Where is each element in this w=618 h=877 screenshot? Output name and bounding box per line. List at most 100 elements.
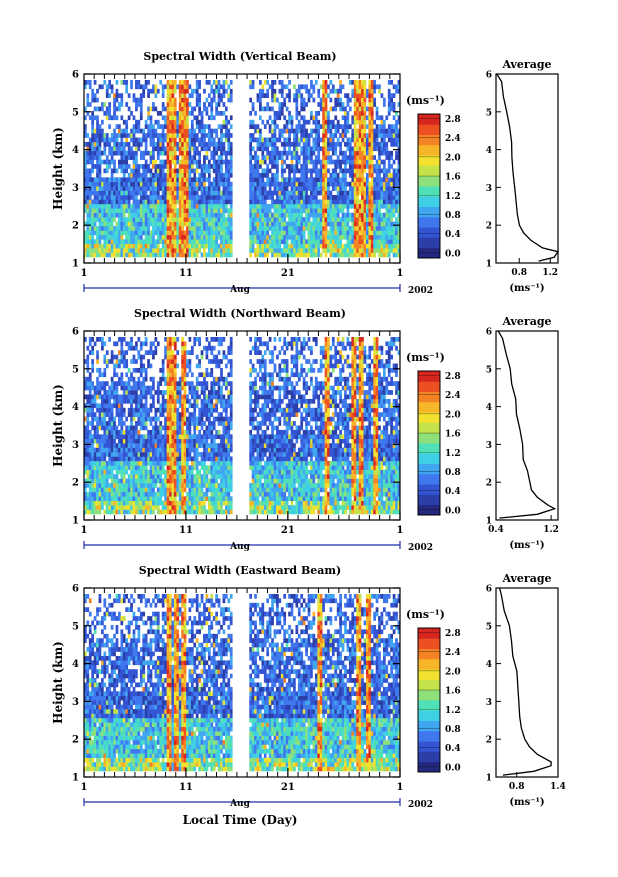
heatmap-cell bbox=[144, 478, 148, 484]
heatmap-cell bbox=[368, 168, 372, 174]
heatmap-cell bbox=[149, 208, 153, 214]
heatmap-cell bbox=[290, 150, 294, 156]
heatmap-cell bbox=[113, 381, 116, 386]
heatmap-cell bbox=[91, 434, 95, 440]
heatmap-cell bbox=[334, 141, 338, 147]
heatmap-cell bbox=[207, 115, 211, 121]
heatmap-cell bbox=[363, 115, 367, 121]
heatmap-cell bbox=[361, 243, 364, 249]
heatmap-cell bbox=[224, 150, 228, 156]
heatmap-cell bbox=[139, 345, 143, 351]
heatmap-cell bbox=[113, 208, 116, 214]
heatmap-cell bbox=[373, 102, 376, 107]
heatmap-cell bbox=[164, 195, 167, 200]
heatmap-cell bbox=[154, 141, 158, 147]
heatmap-cell bbox=[220, 195, 223, 200]
heatmap-cell bbox=[96, 500, 99, 506]
heatmap-cell bbox=[98, 394, 102, 400]
heatmap-cell bbox=[115, 354, 119, 360]
heatmap-cell bbox=[115, 221, 119, 227]
heatmap-cell bbox=[118, 239, 121, 245]
heatmap-cell bbox=[84, 190, 87, 196]
heatmap-cell bbox=[125, 133, 129, 138]
heatmap-cell bbox=[280, 181, 284, 187]
heatmap-cell bbox=[188, 93, 192, 98]
heatmap-cell bbox=[98, 168, 102, 174]
heatmap-cell bbox=[341, 230, 345, 236]
heatmap-cell bbox=[198, 155, 201, 160]
heatmap-cell bbox=[263, 199, 267, 205]
heatmap-cell bbox=[125, 452, 129, 457]
heatmap-cell bbox=[382, 141, 386, 147]
average-frame bbox=[495, 73, 559, 264]
heatmap-cell bbox=[86, 354, 90, 360]
heatmap-cell bbox=[229, 172, 233, 178]
heatmap-cell bbox=[249, 168, 253, 174]
heatmap-cell bbox=[324, 252, 328, 258]
heatmap-cell bbox=[210, 195, 214, 200]
heatmap-cell bbox=[217, 221, 221, 227]
heatmap-cell bbox=[96, 381, 99, 386]
colorbar-frame bbox=[417, 113, 441, 259]
heatmap-cell bbox=[108, 141, 112, 147]
heatmap-cell bbox=[373, 195, 376, 200]
heatmap-cell bbox=[159, 177, 163, 183]
heatmap-cell bbox=[280, 199, 284, 205]
heatmap-cell bbox=[149, 221, 153, 227]
heatmap-cell bbox=[198, 119, 201, 125]
heatmap-cell bbox=[324, 141, 328, 147]
heatmap-cell bbox=[93, 438, 97, 444]
heatmap-cell bbox=[368, 124, 372, 129]
heatmap-cell bbox=[336, 164, 340, 169]
heatmap-cell bbox=[276, 208, 279, 214]
heatmap-cell bbox=[120, 412, 124, 417]
heatmap-cell bbox=[144, 243, 148, 249]
heatmap-cell bbox=[266, 155, 270, 160]
heatmap-cell bbox=[222, 172, 226, 178]
heatmap-cell bbox=[222, 141, 226, 147]
heatmap-cell bbox=[203, 212, 206, 218]
heatmap-cell bbox=[103, 474, 107, 479]
heatmap-cell bbox=[273, 137, 277, 143]
heatmap-cell bbox=[361, 84, 364, 90]
heatmap-cell bbox=[327, 190, 330, 196]
heatmap-cell bbox=[283, 177, 287, 183]
heatmap-cell bbox=[88, 248, 92, 253]
heatmap-cell bbox=[118, 483, 121, 488]
heatmap-cell bbox=[171, 97, 175, 103]
heatmap-cell bbox=[137, 421, 141, 426]
heatmap-cell bbox=[261, 234, 265, 240]
heatmap-cell bbox=[251, 234, 255, 240]
heatmap-cell bbox=[183, 164, 187, 169]
heatmap-cell bbox=[137, 212, 141, 218]
heatmap-cell bbox=[324, 248, 328, 253]
heatmap-cell bbox=[363, 84, 367, 90]
heatmap-cell bbox=[329, 212, 333, 218]
heatmap-cell bbox=[310, 159, 313, 165]
heatmap-cell bbox=[166, 234, 170, 240]
heatmap-cell bbox=[387, 168, 391, 174]
heatmap-cell bbox=[203, 234, 206, 240]
heatmap-cell bbox=[261, 181, 265, 187]
heatmap-cell bbox=[186, 252, 189, 258]
heatmap-cell bbox=[137, 407, 141, 413]
heatmap-cell bbox=[84, 164, 87, 169]
heatmap-cell bbox=[322, 150, 325, 156]
heatmap-cell bbox=[183, 155, 187, 160]
heatmap-cell bbox=[222, 221, 226, 227]
heatmap-cell bbox=[171, 234, 175, 240]
heatmap-cell bbox=[122, 80, 126, 85]
heatmap-cell bbox=[331, 221, 335, 227]
heatmap-cell bbox=[152, 221, 155, 227]
heatmap-cell bbox=[361, 252, 364, 258]
heatmap-cell bbox=[142, 217, 146, 222]
heatmap-cell bbox=[254, 248, 257, 253]
heatmap-cell bbox=[205, 186, 209, 191]
panel-1: Spectral Width (Vertical Beam)Height (km… bbox=[51, 50, 560, 296]
heatmap-cell bbox=[198, 243, 201, 249]
heatmap-cell bbox=[161, 93, 165, 98]
heatmap-cell bbox=[127, 425, 131, 431]
heatmap-cell bbox=[186, 208, 189, 214]
heatmap-cell bbox=[122, 248, 126, 253]
heatmap-cell bbox=[336, 221, 340, 227]
